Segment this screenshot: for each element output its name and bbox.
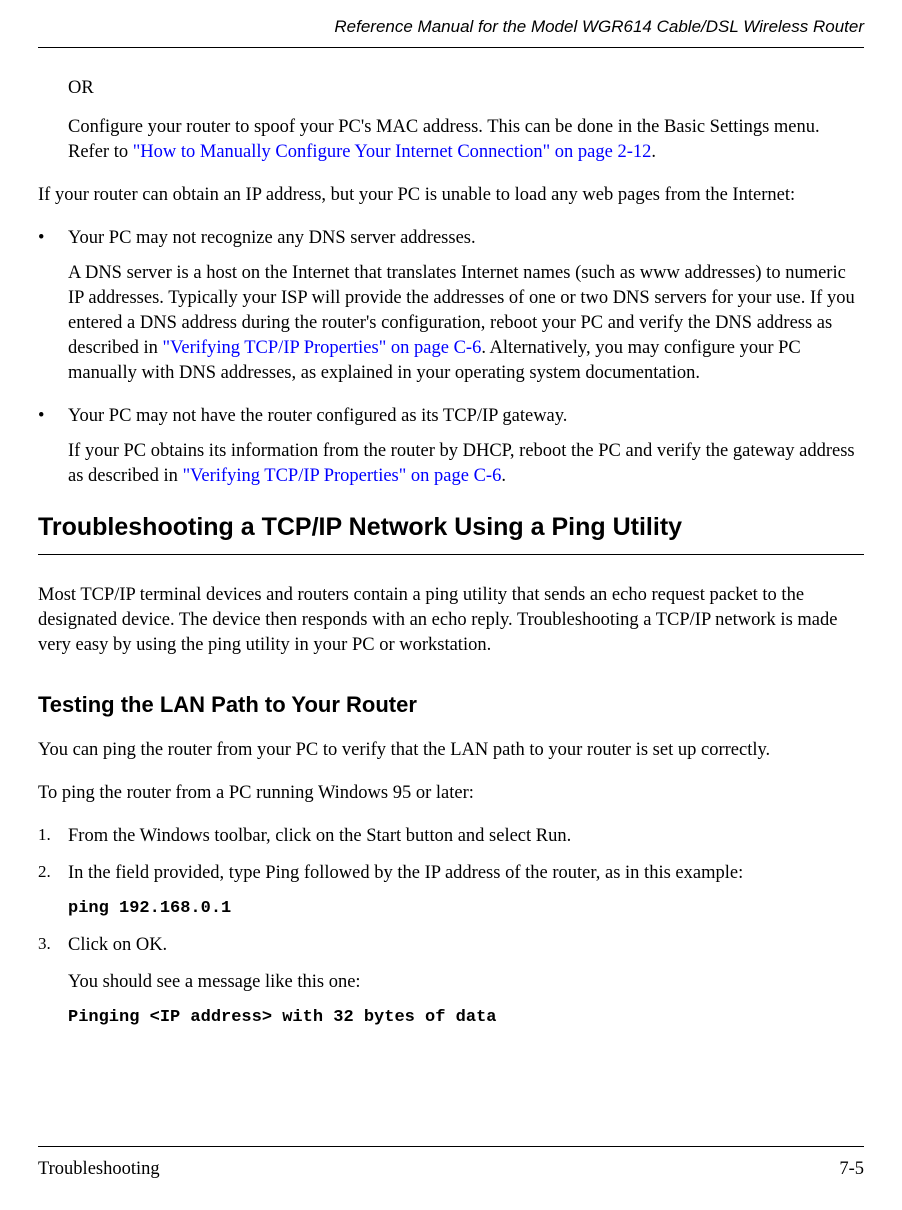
manual-config-link[interactable]: "How to Manually Configure Your Internet…	[133, 142, 652, 162]
bullet-item-2: • Your PC may not have the router config…	[38, 404, 864, 429]
step-3: 3. Click on OK.	[38, 933, 864, 958]
bullet-mark: •	[38, 404, 68, 429]
spoof-paragraph: Configure your router to spoof your PC's…	[68, 115, 864, 165]
tcpip-link-1[interactable]: "Verifying TCP/IP Properties" on page C-…	[163, 338, 482, 358]
bullet2-head: Your PC may not have the router configur…	[68, 404, 864, 429]
or-text: OR	[68, 76, 864, 101]
page-content: OR Configure your router to spoof your P…	[38, 48, 864, 1030]
step-1: 1. From the Windows toolbar, click on th…	[38, 824, 864, 849]
spoof-text-b: .	[651, 142, 656, 162]
ping-output-code: Pinging <IP address> with 32 bytes of da…	[68, 1007, 864, 1030]
step-1-text: From the Windows toolbar, click on the S…	[68, 824, 864, 849]
step-number: 1.	[38, 824, 68, 849]
step-3-text: Click on OK.	[68, 933, 864, 958]
lan-para-2: To ping the router from a PC running Win…	[38, 781, 864, 806]
section-heading-ping: Troubleshooting a TCP/IP Network Using a…	[38, 511, 864, 556]
ping-intro-paragraph: Most TCP/IP terminal devices and routers…	[38, 583, 864, 658]
ping-command-code: ping 192.168.0.1	[68, 898, 864, 921]
bullet2-body: If your PC obtains its information from …	[68, 439, 864, 489]
tcpip-link-2[interactable]: "Verifying TCP/IP Properties" on page C-…	[183, 466, 502, 486]
bullet2-text-b: .	[501, 466, 506, 486]
step-number: 2.	[38, 861, 68, 886]
footer-right: 7-5	[839, 1157, 864, 1182]
obtain-ip-paragraph: If your router can obtain an IP address,…	[38, 183, 864, 208]
lan-para-1: You can ping the router from your PC to …	[38, 738, 864, 763]
header-title: Reference Manual for the Model WGR614 Ca…	[334, 17, 864, 36]
bullet1-head: Your PC may not recognize any DNS server…	[68, 226, 864, 251]
bullet-mark: •	[38, 226, 68, 251]
step-3-sub: You should see a message like this one:	[68, 970, 864, 995]
bullet1-body: A DNS server is a host on the Internet t…	[68, 261, 864, 386]
step-2-text: In the field provided, type Ping followe…	[68, 861, 864, 886]
step-number: 3.	[38, 933, 68, 958]
bullet-item-1: • Your PC may not recognize any DNS serv…	[38, 226, 864, 251]
page-footer: Troubleshooting 7-5	[38, 1146, 864, 1182]
footer-left: Troubleshooting	[38, 1157, 160, 1182]
subsection-heading-lan: Testing the LAN Path to Your Router	[38, 690, 864, 720]
step-2: 2. In the field provided, type Ping foll…	[38, 861, 864, 886]
page-header: Reference Manual for the Model WGR614 Ca…	[38, 0, 864, 48]
